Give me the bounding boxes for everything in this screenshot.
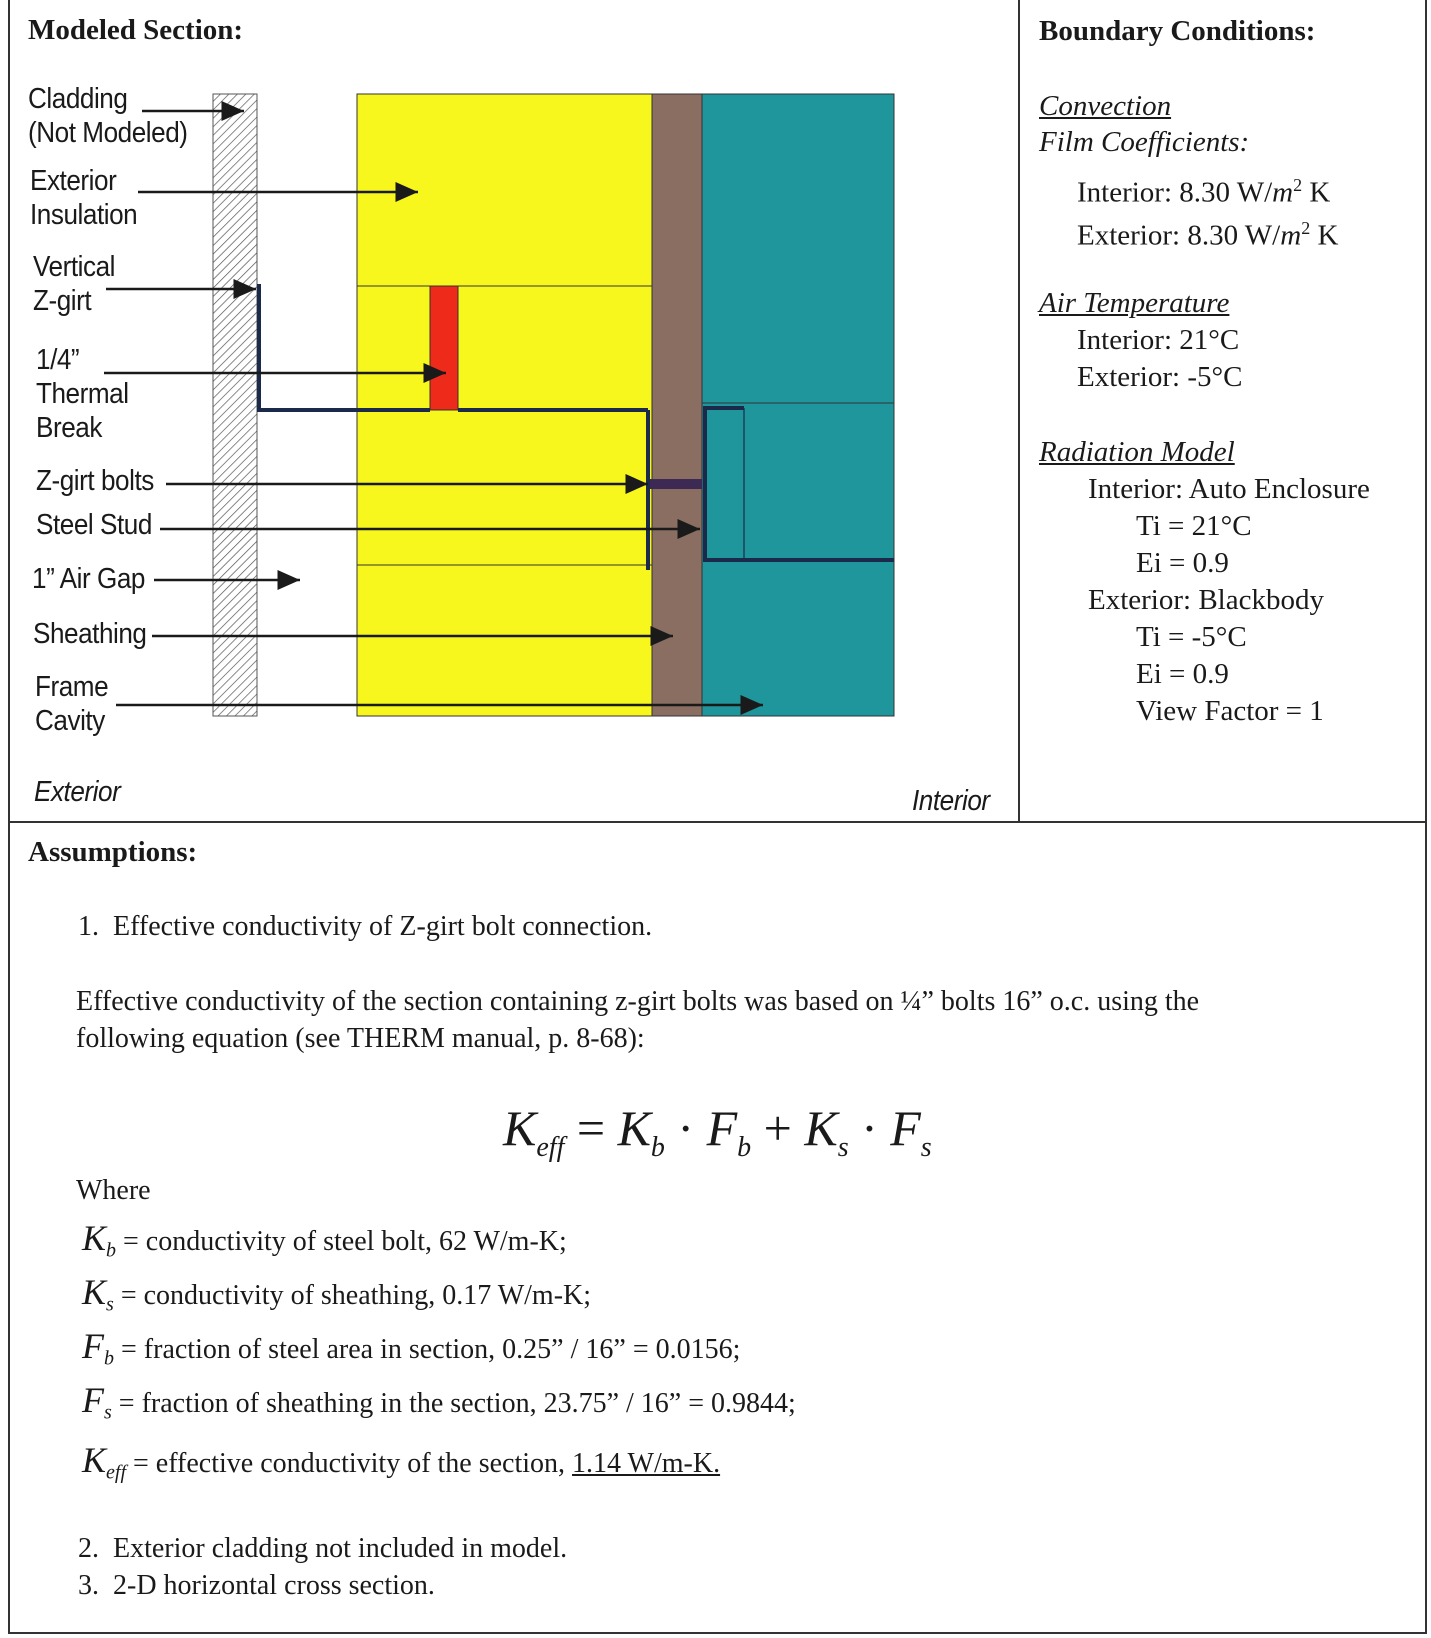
label-thermal-break: 1/4” <box>36 344 80 376</box>
def-fb-text: = fraction of steel area in section, 0.2… <box>114 1334 741 1365</box>
film-unit-k: K <box>1302 176 1331 209</box>
steel-stud <box>703 406 894 562</box>
def-ks-symbol: K <box>82 1272 107 1312</box>
def-keff-symbol: K <box>82 1440 107 1480</box>
label-vertical-zgirt-2: Z-girt <box>33 285 92 317</box>
boundary-title: Boundary Conditions: <box>1039 15 1316 47</box>
label-zgirt-bolts: Z-girt bolts <box>36 465 154 497</box>
label-frame-cavity: Frame <box>35 671 109 703</box>
film-exterior: Exterior: 8.30 W/m2 K <box>1077 211 1338 253</box>
modeled-section-diagram <box>104 93 895 717</box>
film-interior-label: Interior: 8.30 W/ <box>1077 176 1273 209</box>
sheathing <box>651 93 703 717</box>
film-unit-exp-2: 2 <box>1301 218 1311 238</box>
eq-plus: + <box>763 1100 792 1156</box>
label-thermal-break-3: Break <box>36 412 102 444</box>
eq-fs: F <box>890 1100 921 1156</box>
film-unit-m-2: m <box>1280 219 1302 252</box>
def-ks: Ks = conductivity of sheathing, 0.17 W/m… <box>82 1274 591 1324</box>
eq-dot: · <box>677 1100 695 1156</box>
def-keff-value: 1.14 W/m-K. <box>572 1448 721 1479</box>
def-kb-symbol: K <box>82 1218 107 1258</box>
rad-interior: Interior: Auto Enclosure <box>1088 473 1370 505</box>
air-exterior: Exterior: -5°C <box>1077 361 1243 393</box>
label-interior-side: Interior <box>912 785 990 817</box>
z-girt-bolt <box>650 479 702 489</box>
section-divider <box>8 821 1427 823</box>
def-keff-sub: eff <box>106 1461 127 1484</box>
def-keff-text: = effective conductivity of the section, <box>126 1448 573 1479</box>
label-steel-stud: Steel Stud <box>36 509 152 541</box>
rad-exterior-view-factor: View Factor = 1 <box>1136 695 1324 727</box>
def-fs-sub: s <box>104 1401 112 1424</box>
eq-equals: = <box>576 1100 606 1156</box>
eq-dot-2: · <box>861 1100 878 1156</box>
page-frame <box>8 0 1427 1634</box>
film-exterior-label: Exterior: 8.30 W/ <box>1077 219 1281 252</box>
def-ks-text: = conductivity of sheathing, 0.17 W/m-K; <box>113 1280 592 1311</box>
assumption-1: 1. Effective conductivity of Z-girt bolt… <box>78 911 653 942</box>
film-unit-exp: 2 <box>1293 175 1303 195</box>
keff-equation: Keff = Kb · Fb + Ks · Fs <box>503 1098 932 1178</box>
label-cladding-note: (Not Modeled) <box>28 117 188 149</box>
def-fb-sub: b <box>104 1347 114 1370</box>
def-fs-text: = fraction of sheathing in the section, … <box>111 1388 796 1419</box>
modeled-section-title: Modeled Section: <box>28 14 244 46</box>
air-temperature-heading: Air Temperature <box>1039 287 1230 319</box>
label-frame-cavity-2: Cavity <box>35 705 105 737</box>
rad-exterior: Exterior: Blackbody <box>1088 584 1324 616</box>
label-cladding: Cladding <box>28 83 128 115</box>
eq-k: K <box>503 1100 537 1156</box>
eq-s-2: s <box>920 1132 932 1163</box>
rad-exterior-ti: Ti = -5°C <box>1136 621 1247 653</box>
eq-eff: eff <box>536 1132 565 1163</box>
def-kb: Kb = conductivity of steel bolt, 62 W/m-… <box>82 1220 567 1270</box>
label-exterior-insulation: Exterior <box>30 165 117 197</box>
label-exterior-insulation-2: Insulation <box>30 199 138 231</box>
assumption-2: 2. Exterior cladding not included in mod… <box>78 1533 568 1564</box>
assumptions-title: Assumptions: <box>28 836 198 868</box>
frame-cavity <box>701 93 895 717</box>
rad-interior-ti: Ti = 21°C <box>1136 510 1252 542</box>
film-coefficients-heading: Film Coefficients: <box>1039 126 1250 158</box>
def-ks-sub: s <box>106 1293 114 1316</box>
eq-s: s <box>837 1132 849 1163</box>
assumption-paragraph-line-2: following equation (see THERM manual, p.… <box>76 1023 645 1054</box>
def-fs: Fs = fraction of sheathing in the sectio… <box>82 1382 796 1432</box>
convection-heading: Convection <box>1039 90 1172 122</box>
assumption-3: 3. 2-D horizontal cross section. <box>78 1570 435 1601</box>
label-thermal-break-2: Thermal <box>36 378 129 410</box>
label-sheathing: Sheathing <box>33 618 147 650</box>
film-unit-k-2: K <box>1310 219 1339 252</box>
eq-b: b <box>650 1132 665 1163</box>
def-fb: Fb = fraction of steel area in section, … <box>82 1328 740 1378</box>
eq-fb: F <box>706 1100 738 1156</box>
assumption-paragraph-line-1: Effective conductivity of the section co… <box>76 986 1200 1017</box>
film-interior: Interior: 8.30 W/m2 K <box>1077 168 1330 210</box>
air-interior: Interior: 21°C <box>1077 324 1240 356</box>
radiation-model-heading: Radiation Model <box>1039 436 1235 468</box>
label-air-gap: 1” Air Gap <box>32 563 146 595</box>
def-fb-symbol: F <box>82 1326 104 1366</box>
def-kb-sub: b <box>106 1239 117 1262</box>
eq-kb: K <box>617 1100 651 1156</box>
rad-interior-ei: Ei = 0.9 <box>1136 547 1229 579</box>
column-divider <box>1018 0 1020 822</box>
film-unit-m: m <box>1272 176 1294 209</box>
exterior-insulation <box>356 93 653 717</box>
label-vertical-zgirt: Vertical <box>33 251 115 283</box>
cladding-hatch <box>212 93 258 717</box>
label-exterior-side: Exterior <box>34 776 121 808</box>
where-label: Where <box>76 1175 151 1206</box>
def-keff: Keff = effective conductivity of the sec… <box>82 1442 720 1492</box>
def-fs-symbol: F <box>82 1380 104 1420</box>
eq-ks: K <box>804 1100 838 1156</box>
eq-b-2: b <box>737 1132 752 1163</box>
rad-exterior-ei: Ei = 0.9 <box>1136 658 1229 690</box>
def-kb-text: = conductivity of steel bolt, 62 W/m-K; <box>116 1226 567 1257</box>
thermal-break <box>429 285 459 411</box>
